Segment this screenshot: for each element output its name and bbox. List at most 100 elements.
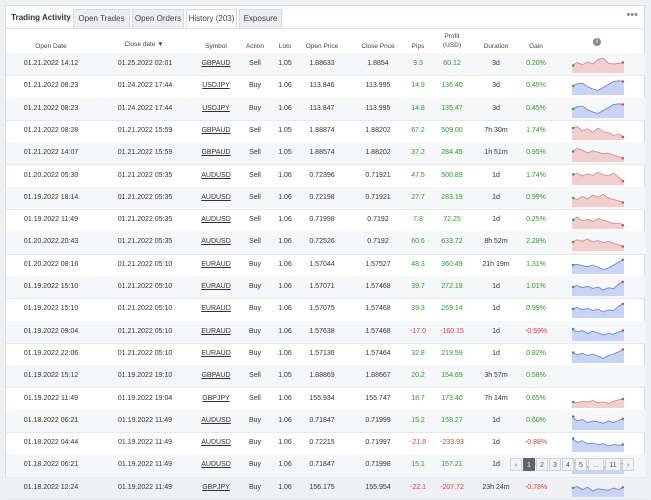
sparkline-line: [572, 303, 624, 313]
close-date-cell: 01.21.2022 05:35: [117, 171, 173, 179]
action-cell: Buy: [248, 82, 262, 90]
symbol-link[interactable]: AUDUSD: [201, 216, 231, 224]
tab-open-orders[interactable]: Open Orders: [132, 9, 184, 28]
equity-sparkline: [572, 238, 624, 252]
symbol-link[interactable]: AUDUSD: [201, 193, 231, 201]
close-date-cell: 01.21.2022 15:59: [117, 149, 173, 157]
sparkline-end-dot: [621, 224, 624, 227]
page-button[interactable]: ...: [588, 458, 604, 471]
col-close-date[interactable]: Close date ▼: [124, 41, 164, 48]
sparkline-area: [572, 438, 624, 453]
tab-open-trades[interactable]: Open Trades: [73, 9, 130, 28]
lots-cell: 1.06: [278, 461, 292, 469]
tab-trading-activity[interactable]: Trading Activity: [11, 13, 71, 22]
prev-page-button[interactable]: ‹: [510, 458, 522, 471]
lots-cell: 1.06: [278, 327, 292, 335]
symbol-link[interactable]: AUDUSD: [201, 171, 231, 179]
close-date-cell: 01.21.2022 05:10: [117, 305, 173, 313]
tab-exposure[interactable]: Exposure: [239, 9, 282, 28]
profit-cell: 633.72: [441, 238, 463, 246]
symbol-link[interactable]: USDJPY: [202, 82, 230, 90]
symbol-link[interactable]: USDJPY: [202, 104, 230, 112]
open-date-cell: 01.21.2022 08:28: [23, 126, 79, 134]
col-open-price[interactable]: Open Price: [305, 43, 339, 50]
col-open-date[interactable]: Open Date: [35, 43, 67, 50]
page-button[interactable]: 1: [523, 458, 535, 471]
close-date-cell: 01.21.2022 05:10: [117, 327, 173, 335]
col-action[interactable]: Action: [245, 43, 265, 50]
more-options-icon[interactable]: •••: [626, 9, 638, 21]
gain-cell: 0.60%: [518, 454, 554, 476]
symbol-link[interactable]: GBPAUD: [201, 60, 231, 67]
col-symbol[interactable]: Symbol: [205, 43, 227, 50]
close-date-cell: 01.19.2022 11:49: [118, 461, 172, 469]
sparkline-end-dot: [621, 280, 624, 283]
pips-cell: 48.3: [411, 260, 425, 268]
symbol-link[interactable]: GBPJPY: [202, 394, 230, 402]
symbol-link[interactable]: AUDUSD: [201, 439, 231, 447]
symbol-link[interactable]: AUDUSD: [201, 238, 231, 246]
sparkline-line: [572, 171, 624, 182]
tab-history[interactable]: History (203): [186, 9, 237, 28]
open-price-cell: 113.847: [309, 104, 335, 112]
sparkline-end-dot: [621, 302, 624, 306]
col-lots[interactable]: Lots: [278, 43, 292, 50]
equity-sparkline: [572, 216, 624, 230]
table-row: 01.19.2022 15:10 01.21.2022 05:10 EURAUD Bu…: [6, 276, 646, 300]
page-button[interactable]: 4: [562, 458, 574, 471]
next-page-button[interactable]: ›: [622, 458, 634, 471]
close-date-cell: 01.19.2022 19:10: [117, 372, 173, 380]
col-pips[interactable]: Pips: [411, 43, 425, 50]
profit-cell: 360.49: [441, 260, 463, 268]
sparkline-line: [572, 398, 624, 404]
page-button[interactable]: 3: [549, 458, 561, 471]
close-date-cell: 01.21.2022 05:10: [117, 283, 173, 290]
info-icon[interactable]: i: [593, 38, 601, 46]
profit-cell: 60.12: [443, 60, 461, 67]
symbol-link[interactable]: AUDUSD: [201, 416, 231, 424]
gain-cell: 0.45%: [526, 82, 546, 90]
symbol-link[interactable]: GBPAUD: [201, 372, 231, 380]
symbol-link[interactable]: EURAUD: [201, 260, 231, 268]
symbol-link[interactable]: EURAUD: [201, 305, 231, 313]
col-gain[interactable]: Gain: [529, 43, 543, 50]
close-price-cell: 0.7192: [367, 238, 389, 246]
symbol-link[interactable]: EURAUD: [201, 283, 231, 290]
page-button[interactable]: 2: [536, 458, 548, 471]
duration-cell: 1d: [492, 439, 500, 447]
col-close-price[interactable]: Close Price: [361, 43, 395, 50]
profit-cell: 509.00: [441, 126, 463, 134]
symbol-link[interactable]: AUDUSD: [201, 461, 231, 469]
col-duration[interactable]: Duration: [483, 43, 509, 50]
duration-cell: 3d: [492, 82, 500, 90]
duration-cell: 3d: [492, 60, 500, 67]
symbol-link[interactable]: EURAUD: [201, 349, 231, 357]
open-price-cell: 0.72215: [309, 439, 335, 447]
table-row: 01.18.2022 06:21 01.19.2022 11:49 AUDUSD Bu…: [6, 409, 646, 434]
sparkline-end-dot: [621, 61, 624, 64]
col-profit[interactable]: Profit: [444, 33, 460, 40]
sparkline-start-dot: [572, 351, 575, 354]
open-date-cell: 01.21.2022 14:12: [23, 60, 79, 67]
open-price-cell: 0.72526: [309, 238, 335, 246]
sparkline-line: [572, 281, 624, 291]
action-cell: Sell: [249, 193, 261, 201]
sparkline-area: [572, 239, 624, 252]
page-button[interactable]: 11: [605, 458, 621, 471]
symbol-link[interactable]: GBPJPY: [202, 483, 230, 491]
profit-cell: 283.19: [441, 193, 463, 201]
symbol-link[interactable]: GBPAUD: [201, 149, 231, 157]
symbol-link[interactable]: GBPAUD: [201, 126, 231, 134]
symbol-link[interactable]: EURAUD: [201, 327, 231, 335]
close-price-cell: 1.57468: [365, 327, 391, 335]
sparkline-start-dot: [572, 64, 575, 67]
equity-sparkline: [572, 437, 624, 453]
action-cell: Sell: [249, 216, 261, 224]
sparkline-end-dot: [621, 80, 624, 83]
profit-cell: 272.19: [441, 283, 463, 290]
close-price-cell: 1.88202: [365, 126, 391, 134]
page-button[interactable]: 5: [575, 458, 587, 471]
sparkline-area: [572, 217, 624, 230]
equity-sparkline: [572, 348, 624, 363]
profit-cell: 72.25: [443, 216, 461, 224]
